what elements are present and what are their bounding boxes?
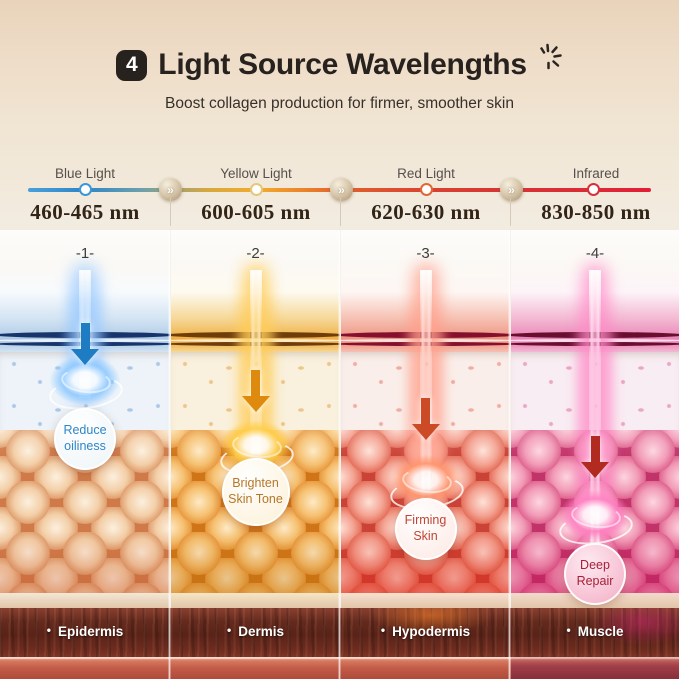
benefit-text: oiliness xyxy=(64,439,106,453)
header: 4 Light Source Wavelengths Boost collage… xyxy=(0,43,679,113)
timeline-dot-infrared xyxy=(587,183,600,196)
benefit-text: Brighten xyxy=(232,476,279,491)
benefit-badge: Firming Skin xyxy=(394,498,457,560)
benefit-text: Reduce xyxy=(63,423,107,438)
benefit-text: Deep xyxy=(580,558,610,573)
column-index: -1- xyxy=(75,245,95,262)
layer-label-dermis: • Dermis xyxy=(171,621,340,641)
column-infrared: Deep Repair -4- xyxy=(511,230,679,608)
light-name-yellow: Yellow Light xyxy=(220,166,292,181)
light-name-red: Red Light xyxy=(397,166,455,181)
muscle-glow-red xyxy=(356,608,506,657)
benefit-text: Repair xyxy=(576,574,614,588)
column-divider xyxy=(338,230,341,679)
double-chevron-right-icon: » xyxy=(330,178,353,201)
penetration-arrow xyxy=(70,323,100,365)
range-divider xyxy=(170,198,171,226)
count-badge: 4 xyxy=(116,49,148,81)
floor-magenta-tint xyxy=(511,657,679,679)
layer-label-muscle: • Muscle xyxy=(511,621,679,641)
range-yellow: 600-605 nm xyxy=(201,200,311,224)
column-index: -2- xyxy=(246,245,265,262)
penetration-arrow xyxy=(241,370,271,412)
range-red: 620-630 nm xyxy=(371,200,481,224)
bullet-icon: • xyxy=(46,623,51,637)
bullet-icon: • xyxy=(380,623,386,637)
double-chevron-right-icon: » xyxy=(500,178,523,201)
column-yellow-light: Brighten Skin Tone -2- xyxy=(171,230,340,608)
column-index: -4- xyxy=(585,245,605,262)
penetration-arrow xyxy=(411,398,441,440)
bullet-icon: • xyxy=(227,623,232,637)
column-blue-light: Reduce oiliness -1- xyxy=(0,230,170,608)
benefit-badge: Reduce oiliness xyxy=(54,408,116,470)
benefit-text: Skin xyxy=(413,529,438,543)
benefit-badge: Deep Repair xyxy=(564,543,626,605)
timeline-dot-red xyxy=(420,183,433,196)
bullet-icon: • xyxy=(566,623,571,637)
layer-label-epidermis: • Epidermis xyxy=(0,621,170,641)
benefit-badge: Brighten Skin Tone xyxy=(221,458,290,526)
subtitle: Boost collagen production for firmer, sm… xyxy=(165,95,514,112)
benefit-text: Skin Tone xyxy=(228,492,283,506)
layer-name: Muscle xyxy=(577,623,624,639)
timeline-dot-blue xyxy=(79,183,92,196)
penetration-arrow xyxy=(580,436,610,478)
layer-label-hypodermis: • Hypodermis xyxy=(341,621,510,641)
muscle-glow-magenta xyxy=(560,608,679,657)
light-name-infrared: Infrared xyxy=(572,166,620,181)
column-divider xyxy=(168,230,171,679)
benefit-text: Firming xyxy=(404,513,447,528)
column-index: -3- xyxy=(416,245,435,262)
range-infrared: 830-850 nm xyxy=(541,200,651,224)
double-chevron-right-icon: » xyxy=(159,178,182,201)
range-divider xyxy=(340,198,341,226)
layer-floor-strip xyxy=(171,593,340,608)
page-title: Light Source Wavelengths xyxy=(158,48,527,81)
layer-name: Hypodermis xyxy=(392,623,471,639)
light-name-blue: Blue Light xyxy=(54,166,116,181)
shine-burst-icon xyxy=(539,43,562,69)
timeline-dot-yellow xyxy=(250,183,263,196)
title-row: 4 Light Source Wavelengths xyxy=(0,43,679,86)
layer-floor-strip xyxy=(0,593,170,608)
column-red-light: Firming Skin -3- xyxy=(341,230,510,608)
range-divider xyxy=(510,198,511,226)
column-divider xyxy=(508,230,511,679)
layer-name: Epidermis xyxy=(57,623,124,639)
range-blue: 460-465 nm xyxy=(30,200,140,224)
layer-name: Dermis xyxy=(238,623,284,639)
layer-floor-strip xyxy=(341,593,510,608)
skin-illustration: Reduce oiliness -1- Br xyxy=(0,230,679,608)
light-impact-glow xyxy=(547,478,643,552)
